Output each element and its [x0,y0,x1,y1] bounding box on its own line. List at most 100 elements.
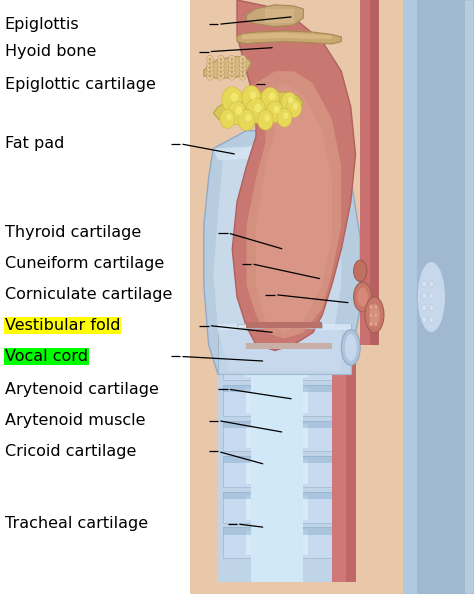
Polygon shape [242,33,332,39]
Ellipse shape [357,287,368,307]
Circle shape [218,64,224,72]
Circle shape [222,87,243,113]
Ellipse shape [354,282,372,312]
Text: Vestibular fold: Vestibular fold [5,318,120,333]
Polygon shape [246,530,308,555]
Circle shape [281,92,297,112]
Circle shape [429,293,434,299]
Text: Tracheal cartilage: Tracheal cartilage [5,516,148,532]
Polygon shape [403,0,417,594]
Circle shape [250,91,256,99]
Polygon shape [246,495,308,520]
Circle shape [209,74,211,78]
Circle shape [239,59,246,68]
Circle shape [209,62,211,65]
Text: Arytenoid muscle: Arytenoid muscle [5,413,145,428]
Circle shape [230,66,233,69]
Text: Hyoid bone: Hyoid bone [5,44,96,59]
Circle shape [283,112,289,119]
Polygon shape [223,385,332,416]
Circle shape [241,74,244,78]
Text: Epiglottic cartilage: Epiglottic cartilage [5,77,155,92]
Circle shape [207,68,213,76]
Ellipse shape [369,304,380,326]
Circle shape [255,103,262,112]
Circle shape [209,70,211,74]
Polygon shape [246,5,303,27]
Circle shape [429,317,434,323]
Circle shape [422,281,427,287]
Circle shape [218,59,224,68]
Polygon shape [246,459,308,484]
Polygon shape [360,0,379,345]
Circle shape [228,55,235,64]
Circle shape [228,64,235,72]
Circle shape [220,109,235,128]
Polygon shape [223,349,332,356]
Circle shape [218,72,224,80]
Polygon shape [223,385,332,392]
Polygon shape [218,324,351,330]
Circle shape [264,115,270,122]
Polygon shape [251,345,303,582]
Circle shape [218,55,224,64]
Circle shape [236,106,242,115]
Circle shape [245,114,251,122]
Circle shape [242,86,261,109]
Text: Corniculate cartilage: Corniculate cartilage [5,287,172,302]
Circle shape [218,68,224,76]
Circle shape [273,106,280,113]
Circle shape [239,64,246,72]
Circle shape [230,74,233,78]
Text: Epiglottis: Epiglottis [5,17,79,32]
Polygon shape [265,9,294,23]
Circle shape [230,58,233,61]
Polygon shape [223,492,332,499]
Circle shape [219,74,222,78]
Polygon shape [246,323,308,347]
Circle shape [286,99,301,118]
Polygon shape [223,456,332,463]
Circle shape [241,58,244,61]
Circle shape [422,317,427,323]
Polygon shape [223,527,332,535]
Polygon shape [237,31,341,44]
Polygon shape [213,143,351,184]
Ellipse shape [417,261,446,333]
Polygon shape [246,424,308,448]
Circle shape [266,101,283,122]
Polygon shape [256,83,332,333]
Circle shape [241,70,244,74]
Text: Vocal cord: Vocal cord [5,349,88,364]
Circle shape [369,313,373,318]
Text: Cricoid cartilage: Cricoid cartilage [5,444,136,459]
Polygon shape [204,131,360,374]
Circle shape [207,55,213,64]
Polygon shape [223,456,332,487]
Polygon shape [246,322,322,328]
Circle shape [422,293,427,299]
Polygon shape [218,345,351,582]
Circle shape [207,59,213,68]
Polygon shape [237,324,322,328]
Circle shape [228,101,246,125]
Circle shape [422,305,427,311]
Polygon shape [232,0,356,350]
Polygon shape [213,92,303,125]
Ellipse shape [365,297,384,333]
Polygon shape [332,333,356,582]
Circle shape [228,68,235,76]
Ellipse shape [354,260,367,282]
Circle shape [261,87,279,110]
Circle shape [429,281,434,287]
Circle shape [219,70,222,74]
Text: Arytenoid cartilage: Arytenoid cartilage [5,381,159,397]
Circle shape [374,321,378,326]
Circle shape [209,58,211,61]
Circle shape [257,110,273,130]
Circle shape [219,58,222,61]
Circle shape [374,305,378,309]
Circle shape [207,72,213,80]
Text: Cuneiform cartilage: Cuneiform cartilage [5,256,164,271]
Circle shape [374,313,378,318]
